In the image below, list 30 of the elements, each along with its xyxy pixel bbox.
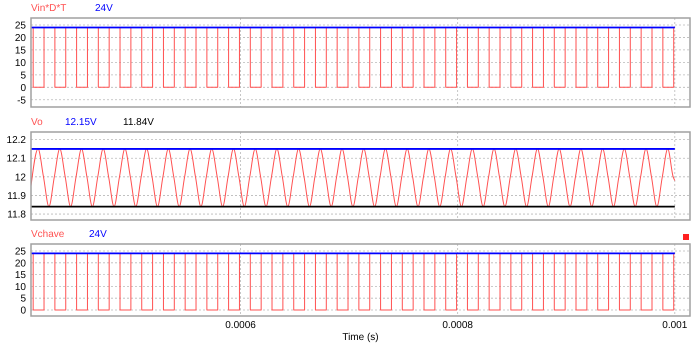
y-tick-label: 20 xyxy=(14,258,26,270)
text: Vo xyxy=(31,117,44,128)
x-axis-title: Time (s) xyxy=(342,332,379,343)
x-tick-label: 0.0008 xyxy=(442,320,474,331)
y-tick-label: 0 xyxy=(20,305,26,316)
x-tick-label: 0.001 xyxy=(662,320,688,331)
y-tick-label: 0 xyxy=(20,82,26,94)
y-tick-label: 12.2 xyxy=(6,135,26,146)
text: 11.84V xyxy=(123,117,154,128)
y-tick-label: 15 xyxy=(14,270,26,282)
y-tick-label: 15 xyxy=(14,45,26,56)
y-tick-label: 12.1 xyxy=(6,154,26,165)
y-tick-label: -5 xyxy=(17,95,26,106)
series-label: Vin*D*T xyxy=(31,3,66,14)
line-series xyxy=(31,148,676,208)
y-tick-label: 5 xyxy=(20,294,26,305)
y-tick-label: 25 xyxy=(14,246,26,258)
x-tick-label: 0.0006 xyxy=(225,320,256,331)
y-tick-label: 5 xyxy=(20,70,26,82)
series-label: Vchave xyxy=(31,229,65,240)
y-tick-label: 11.9 xyxy=(7,190,26,202)
y-tick-label: 20 xyxy=(14,32,26,44)
y-tick-label: 25 xyxy=(14,20,26,32)
y-tick-label: 11.8 xyxy=(7,210,26,221)
y-tick-label: 12 xyxy=(14,172,26,184)
series-label: 24V xyxy=(89,229,108,240)
series-label: 24V xyxy=(95,3,114,14)
text: 12.15V xyxy=(65,117,98,128)
y-tick-label: 10 xyxy=(14,282,26,293)
y-tick-label: 10 xyxy=(14,58,26,69)
